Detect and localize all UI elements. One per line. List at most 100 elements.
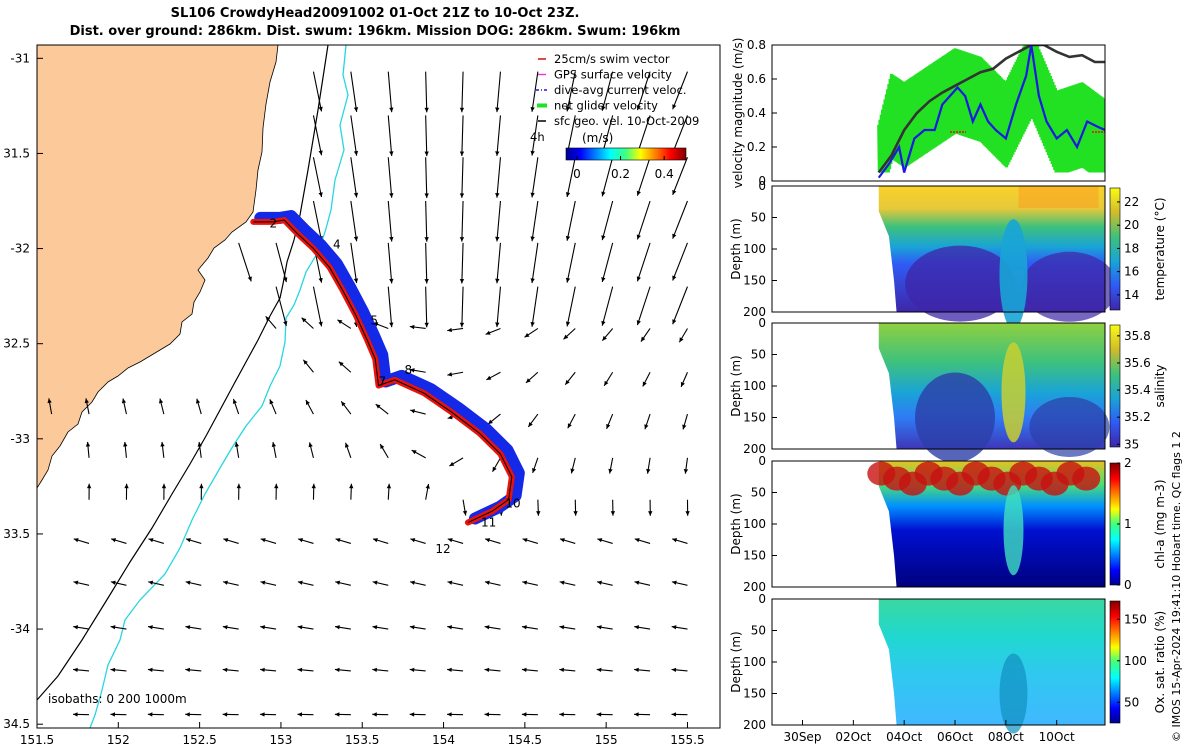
current-vector-head — [672, 189, 677, 195]
map-colorbar-ticks: 0 0.2 0.4 — [573, 156, 674, 181]
current-vector-head — [486, 375, 492, 380]
current-vector-head — [521, 712, 527, 717]
current-vector-head — [271, 442, 276, 447]
colorbar-tick-label: 0.4 — [655, 167, 674, 181]
current-vector — [425, 115, 428, 157]
current-vector-head — [409, 368, 415, 373]
current-vector — [275, 286, 287, 327]
map-x-tick-label: 153.5 — [345, 733, 379, 747]
isobaths-label: isobaths: 0 200 1000m — [48, 692, 187, 706]
map-y-tick-label: -31 — [10, 51, 30, 65]
current-vector-head — [84, 398, 89, 404]
map-x-tick-label: 155 — [595, 733, 618, 747]
current-vector-head — [596, 625, 602, 630]
current-vector-head — [297, 667, 303, 673]
net-glider-velocity-band — [877, 45, 1105, 173]
current-vector-head — [601, 320, 606, 326]
current-vector-head — [459, 278, 465, 284]
current-vector — [601, 286, 614, 326]
section-y-tick-label: 150 — [743, 274, 766, 288]
current-vector-head — [559, 580, 565, 585]
current-vector-head — [197, 441, 202, 447]
current-vector-head — [602, 335, 607, 341]
current-vector-head — [409, 625, 415, 630]
legend-entry: 25cm/s swim vector — [554, 52, 670, 66]
map-colorbar — [565, 147, 687, 161]
current-vector-head — [353, 192, 359, 198]
current-vector-head — [334, 667, 340, 673]
current-vector-head — [349, 483, 354, 489]
current-vector-head — [199, 483, 204, 489]
current-vector-head — [334, 712, 340, 717]
colorbar-tick-label: 50 — [1124, 695, 1139, 709]
warm-plume — [999, 219, 1028, 330]
current-vector — [425, 200, 428, 242]
current-vector-head — [234, 442, 239, 447]
current-vector-head — [232, 398, 237, 404]
current-vector-head — [318, 106, 323, 112]
current-vector-head — [311, 483, 316, 489]
current-vector-head — [372, 667, 378, 673]
map-x-ticks: 151.5 152 152.5 153 153.5 154 154.5 155 155.5 — [20, 722, 705, 747]
map-y-tick-label: -33 — [10, 432, 30, 446]
section-y-tick-label: 100 — [743, 379, 766, 393]
current-vector-head — [425, 483, 430, 489]
current-vector — [425, 71, 428, 113]
current-vector-head — [389, 151, 394, 156]
current-vector-head — [495, 193, 500, 198]
current-vector-head — [335, 625, 340, 630]
current-vector-head — [410, 580, 415, 585]
current-vector-head — [85, 441, 91, 447]
low-oxygen-plume — [999, 653, 1028, 734]
current-vector — [461, 71, 464, 113]
colorbar-tick-label: 35.2 — [1124, 410, 1151, 424]
current-vector — [312, 115, 323, 156]
current-vector-head — [337, 319, 343, 325]
current-vector-head — [185, 580, 191, 585]
current-vector-head — [484, 712, 490, 717]
day-label: 5 — [370, 314, 378, 328]
map-y-tick-label: -34 — [10, 622, 30, 636]
current-vector-head — [601, 105, 606, 111]
current-vector-head — [642, 381, 647, 387]
colorbar-tick-label: 20 — [1124, 218, 1139, 232]
current-vector-head — [459, 237, 465, 242]
current-vector-head — [409, 324, 415, 330]
current-vector — [275, 242, 287, 283]
chl-plume — [1003, 485, 1024, 576]
current-vector-head — [260, 580, 266, 585]
current-vector-head — [601, 235, 606, 241]
map-y-tick-label: 34.5 — [3, 717, 30, 731]
current-vector-head — [161, 483, 167, 489]
low-salinity-core — [1029, 396, 1110, 457]
time-x-tick-label: 04Oct — [886, 730, 922, 744]
colorbar-tick-label: 35 — [1124, 437, 1139, 451]
current-vector — [672, 242, 688, 281]
colorbar-label: salinity — [1153, 364, 1167, 407]
colorbar-tick-label: 0.2 — [611, 167, 630, 181]
current-vector — [387, 71, 393, 113]
current-vector-head — [680, 381, 685, 387]
current-vector-head — [305, 399, 310, 405]
current-vector-head — [297, 580, 303, 585]
cold-core — [1021, 251, 1118, 322]
current-vector-head — [223, 580, 228, 585]
current-vector — [461, 286, 464, 328]
current-vector-head — [160, 441, 165, 447]
current-vector-head — [459, 151, 465, 157]
current-vector-head — [389, 278, 394, 284]
current-vector — [566, 242, 576, 283]
colorbar-label: (m/s) — [582, 131, 613, 145]
current-vector-head — [522, 580, 528, 585]
series-dive-avg-velocity — [877, 45, 1105, 179]
current-vector-head — [318, 192, 323, 198]
current-vector-head — [536, 511, 541, 516]
colorbar-tick-label: 150 — [1124, 612, 1147, 626]
current-vector-head — [308, 442, 313, 448]
section-y-tick-label: 50 — [751, 348, 766, 362]
current-vector-head — [303, 359, 308, 365]
current-vector — [636, 286, 651, 326]
current-vector — [425, 157, 428, 198]
day-label: 8 — [405, 363, 413, 377]
current-vector-head — [634, 667, 639, 673]
